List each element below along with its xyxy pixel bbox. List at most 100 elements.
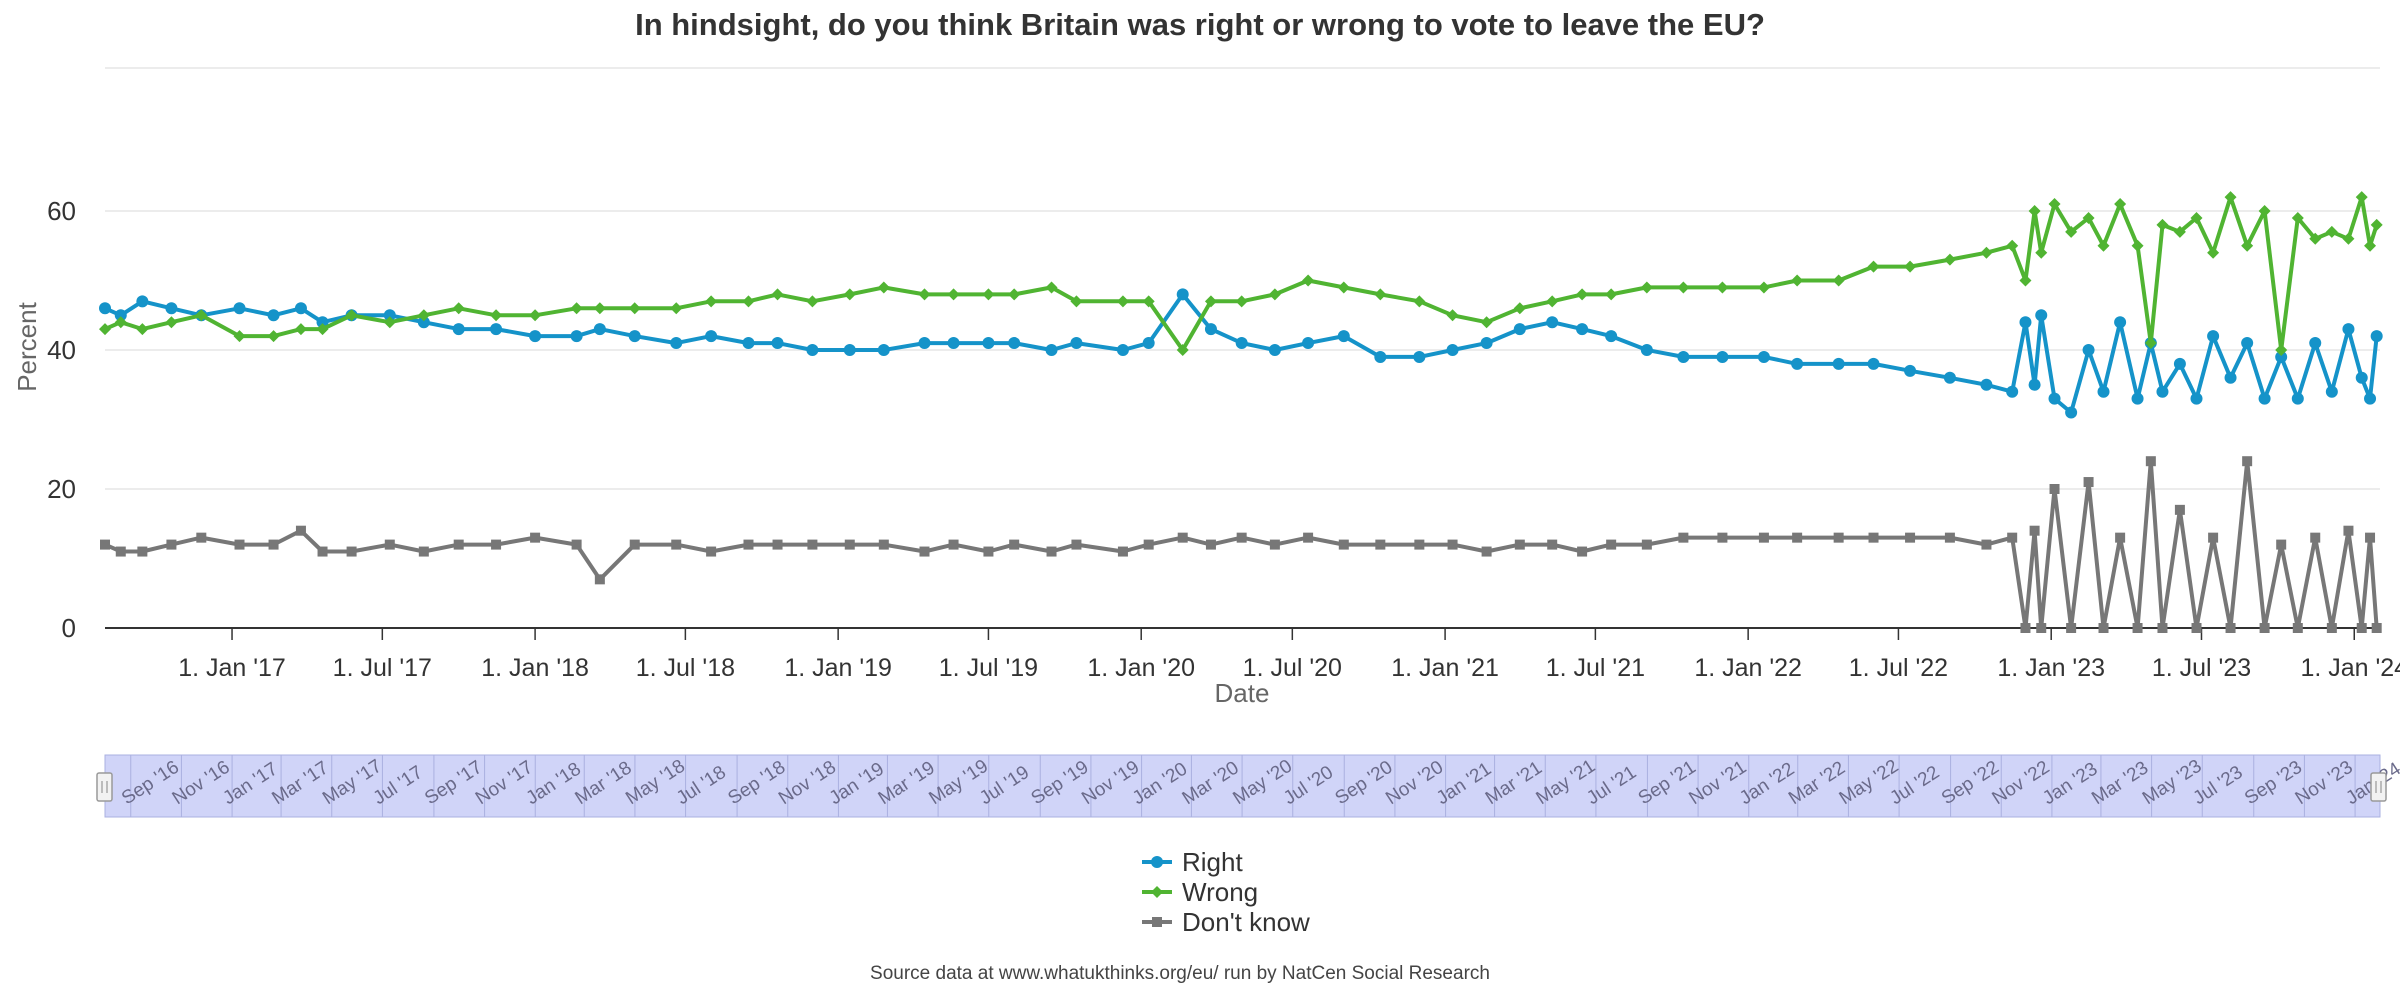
data-point[interactable]: [629, 539, 640, 550]
data-point[interactable]: [1905, 532, 1916, 543]
data-point[interactable]: [771, 337, 784, 350]
data-point[interactable]: [570, 330, 583, 343]
data-point[interactable]: [594, 574, 605, 585]
data-point[interactable]: [2325, 385, 2338, 398]
data-point[interactable]: [806, 295, 819, 308]
data-point[interactable]: [2207, 246, 2220, 259]
data-point[interactable]: [2342, 323, 2355, 336]
data-point[interactable]: [1302, 274, 1315, 287]
data-point[interactable]: [452, 323, 465, 336]
data-point[interactable]: [1176, 344, 1189, 356]
data-point[interactable]: [195, 309, 208, 322]
data-point[interactable]: [1480, 316, 1493, 329]
data-point[interactable]: [2028, 378, 2041, 391]
data-point[interactable]: [982, 288, 995, 301]
series-don-t-know[interactable]: [100, 456, 2382, 633]
data-point[interactable]: [1606, 539, 1617, 550]
data-point[interactable]: [316, 316, 329, 329]
data-point[interactable]: [2343, 525, 2354, 536]
data-point[interactable]: [671, 539, 682, 550]
data-point[interactable]: [843, 344, 856, 356]
data-point[interactable]: [844, 539, 855, 550]
data-point[interactable]: [1480, 337, 1493, 350]
data-point[interactable]: [2083, 477, 2094, 488]
data-point[interactable]: [2258, 392, 2271, 405]
data-point[interactable]: [114, 316, 127, 329]
data-point[interactable]: [1008, 288, 1021, 301]
data-point[interactable]: [2036, 623, 2047, 633]
data-point[interactable]: [1269, 539, 1280, 550]
data-point[interactable]: [1513, 323, 1526, 336]
data-point[interactable]: [2207, 330, 2220, 343]
data-point[interactable]: [948, 539, 959, 550]
data-point[interactable]: [1375, 539, 1386, 550]
data-point[interactable]: [771, 288, 784, 301]
data-point[interactable]: [1117, 546, 1128, 557]
data-point[interactable]: [1833, 532, 1844, 543]
data-point[interactable]: [452, 302, 465, 315]
data-point[interactable]: [1757, 281, 1770, 294]
data-point[interactable]: [1605, 330, 1618, 343]
data-point[interactable]: [1177, 532, 1188, 543]
data-point[interactable]: [2006, 239, 2019, 252]
data-point[interactable]: [2326, 623, 2337, 633]
data-point[interactable]: [2275, 350, 2288, 363]
data-point[interactable]: [2131, 239, 2144, 252]
legend-item-wrong[interactable]: Wrong: [1142, 877, 1258, 907]
data-point[interactable]: [2028, 205, 2041, 217]
data-point[interactable]: [1577, 546, 1588, 557]
data-point[interactable]: [2097, 385, 2110, 398]
data-point[interactable]: [670, 302, 683, 315]
data-point[interactable]: [2291, 211, 2304, 224]
data-point[interactable]: [317, 546, 328, 557]
data-point[interactable]: [165, 316, 178, 329]
data-point[interactable]: [1446, 309, 1459, 322]
data-point[interactable]: [2174, 504, 2185, 515]
data-point[interactable]: [490, 309, 503, 322]
data-point[interactable]: [233, 330, 246, 343]
data-point[interactable]: [267, 330, 280, 343]
data-point[interactable]: [2276, 539, 2287, 550]
data-point[interactable]: [2114, 316, 2127, 329]
data-point[interactable]: [807, 539, 818, 550]
data-point[interactable]: [1413, 295, 1426, 308]
data-point[interactable]: [878, 539, 889, 550]
data-point[interactable]: [233, 302, 246, 315]
data-point[interactable]: [2132, 623, 2143, 633]
data-point[interactable]: [1268, 288, 1281, 301]
legend-item-don-t-know[interactable]: Don't know: [1142, 907, 1310, 937]
data-point[interactable]: [165, 302, 178, 315]
data-point[interactable]: [100, 539, 110, 550]
data-point[interactable]: [1677, 281, 1690, 294]
data-point[interactable]: [2309, 337, 2322, 350]
data-point[interactable]: [918, 337, 931, 350]
data-point[interactable]: [1605, 288, 1618, 301]
data-point[interactable]: [1176, 288, 1189, 301]
data-point[interactable]: [1980, 378, 1993, 391]
data-point[interactable]: [268, 539, 279, 550]
data-point[interactable]: [1302, 337, 1315, 350]
data-point[interactable]: [742, 295, 755, 308]
data-point[interactable]: [742, 337, 755, 350]
data-point[interactable]: [345, 309, 358, 322]
data-point[interactable]: [2066, 623, 2077, 633]
data-point[interactable]: [115, 546, 126, 557]
data-point[interactable]: [1576, 288, 1589, 301]
data-point[interactable]: [877, 344, 890, 356]
data-point[interactable]: [2325, 225, 2338, 238]
data-point[interactable]: [1546, 295, 1559, 308]
data-point[interactable]: [983, 546, 994, 557]
series-right[interactable]: [99, 288, 2383, 419]
data-point[interactable]: [491, 539, 502, 550]
data-point[interactable]: [490, 323, 503, 336]
data-point[interactable]: [1205, 539, 1216, 550]
data-point[interactable]: [2356, 623, 2367, 633]
data-point[interactable]: [1981, 539, 1992, 550]
data-point[interactable]: [1832, 357, 1845, 370]
data-point[interactable]: [2310, 532, 2321, 543]
data-point[interactable]: [1045, 281, 1058, 294]
data-point[interactable]: [1867, 357, 1880, 370]
data-point[interactable]: [2006, 385, 2019, 398]
data-point[interactable]: [2258, 205, 2271, 217]
data-point[interactable]: [2275, 344, 2288, 356]
